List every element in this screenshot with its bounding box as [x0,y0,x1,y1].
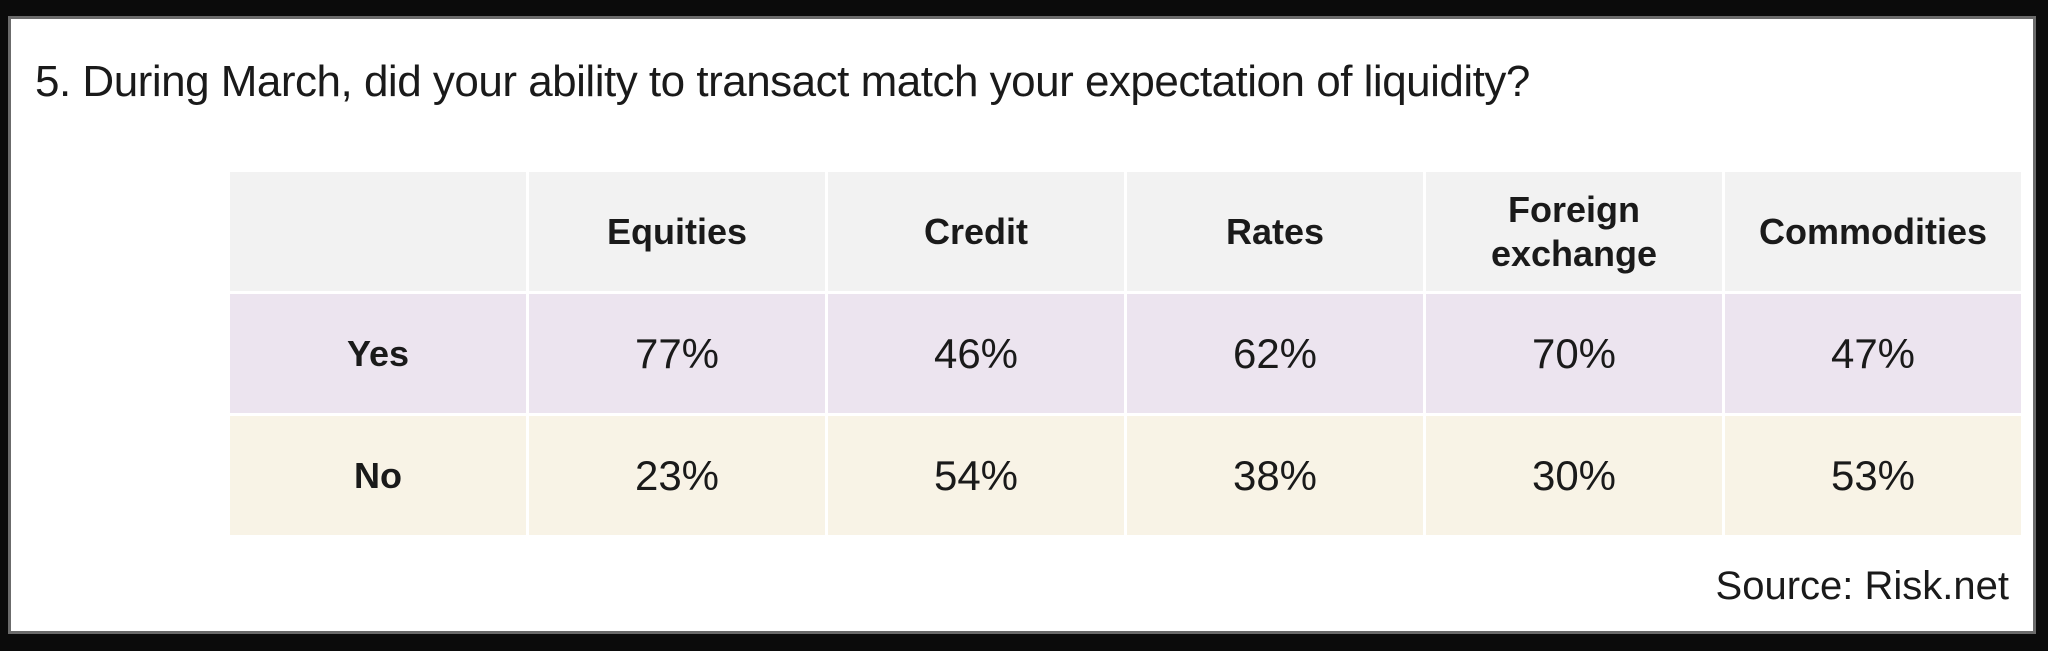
cell-no-foreign-exchange: 30% [1426,416,1722,535]
cell-no-rates: 38% [1127,416,1423,535]
source-note: Source: Risk.net [1715,564,2009,608]
cell-yes-equities: 77% [529,294,825,413]
column-header-foreign-exchange: Foreign exchange [1426,172,1722,291]
cell-yes-foreign-exchange: 70% [1426,294,1722,413]
cell-no-commodities: 53% [1725,416,2021,535]
row-label-yes: Yes [230,294,526,413]
column-header-rates: Rates [1127,172,1423,291]
chart-title: 5. During March, did your ability to tra… [35,57,1530,106]
data-table: Equities Credit Rates Foreign exchange C… [230,172,2022,535]
table-panel: 5. During March, did your ability to tra… [8,16,2036,634]
column-header-credit: Credit [828,172,1124,291]
cell-no-equities: 23% [529,416,825,535]
column-header-commodities: Commodities [1725,172,2021,291]
header-corner-cell [230,172,526,291]
cell-yes-commodities: 47% [1725,294,2021,413]
cell-yes-rates: 62% [1127,294,1423,413]
row-label-no: No [230,416,526,535]
column-header-equities: Equities [529,172,825,291]
cell-no-credit: 54% [828,416,1124,535]
cell-yes-credit: 46% [828,294,1124,413]
